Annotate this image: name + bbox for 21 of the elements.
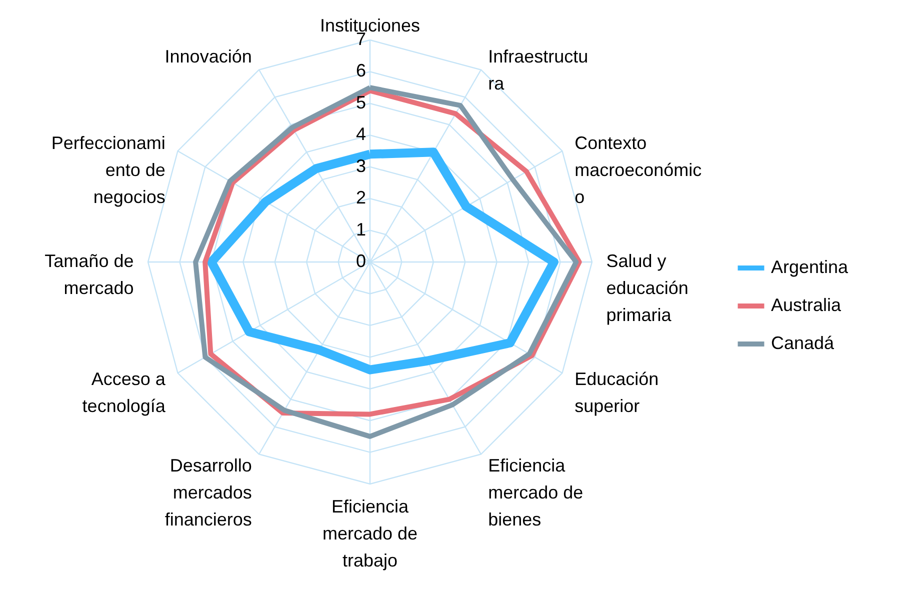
spoke-label: Innovación xyxy=(164,46,252,66)
y-tick-label: 6 xyxy=(356,60,366,81)
legend-label: Australia xyxy=(771,295,842,315)
spoke-label: Eficiencia mercado de trabajo xyxy=(322,496,418,570)
y-tick-label: 3 xyxy=(356,156,366,176)
y-tick-label: 1 xyxy=(356,219,366,240)
legend-label: Canadá xyxy=(771,333,836,353)
y-tick-label: 2 xyxy=(356,188,366,208)
spoke-label: Desarrollo mercados financieros xyxy=(164,456,252,530)
spoke-label: Eficiencia mercado de bienes xyxy=(488,456,584,530)
y-tick-label: 4 xyxy=(356,124,366,144)
y-tick-label: 5 xyxy=(356,92,366,112)
legend-label: Argentina xyxy=(771,257,850,277)
spoke-label: Acceso a tecnología xyxy=(82,369,166,416)
y-tick-label: 0 xyxy=(356,251,366,271)
spoke-label: Infraestructura xyxy=(488,46,588,94)
spoke-label: Educación superior xyxy=(574,369,659,416)
spoke-label: Contexto macroeconómico xyxy=(574,132,702,207)
spoke-label: Salud y educación primaria xyxy=(606,251,688,325)
spoke-label: Tamaño de mercado xyxy=(44,251,134,298)
spoke-label: Perfeccionamiento de negocios xyxy=(51,132,166,207)
